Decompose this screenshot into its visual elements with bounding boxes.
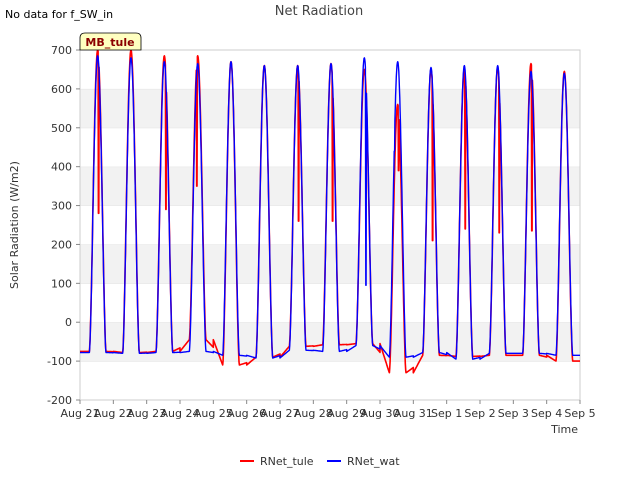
x-tick-label: Sep 2 xyxy=(464,407,495,420)
x-tick-label: Aug 29 xyxy=(327,407,366,420)
legend: RNet_tule RNet_wat xyxy=(240,455,400,468)
y-tick-label: 100 xyxy=(51,277,72,290)
grid-band xyxy=(80,127,580,167)
x-tick-label: Aug 23 xyxy=(127,407,166,420)
grid-band xyxy=(80,361,580,400)
x-tick-label: Aug 24 xyxy=(161,407,200,420)
y-tick-label: 200 xyxy=(51,238,72,251)
x-tick-label: Sep 1 xyxy=(431,407,462,420)
grid-band xyxy=(80,166,580,206)
series-lines xyxy=(79,49,581,374)
plot-frame xyxy=(79,49,581,401)
y-tick-label: 700 xyxy=(51,44,72,57)
x-tick-label: Sep 5 xyxy=(564,407,595,420)
x-tick-label: Aug 31 xyxy=(394,407,433,420)
x-tick-label: Aug 21 xyxy=(61,407,100,420)
site-label: MB_tule xyxy=(85,36,134,49)
series-line-rnet-wat xyxy=(79,55,581,360)
y-axis-label: Solar Radiation (W/m2) xyxy=(8,161,21,289)
chart-title: Net Radiation xyxy=(275,4,363,19)
x-tick-label: Aug 25 xyxy=(194,407,233,420)
grid-band xyxy=(80,322,580,362)
grid-band xyxy=(80,283,580,323)
grid-band xyxy=(80,88,580,128)
x-tick-label: Aug 28 xyxy=(294,407,333,420)
x-tick-label: Sep 3 xyxy=(498,407,529,420)
y-tick-label: 400 xyxy=(51,161,72,174)
no-data-note: No data for f_SW_in xyxy=(5,8,113,21)
y-tick-label: 0 xyxy=(65,316,72,329)
x-axis-label: Time xyxy=(550,423,578,436)
plot-bands xyxy=(80,49,580,400)
y-tick-label: 500 xyxy=(51,122,72,135)
y-tick-label: 600 xyxy=(51,83,72,96)
x-tick-label: Aug 22 xyxy=(94,407,133,420)
grid-band xyxy=(80,205,580,245)
x-tick-label: Aug 30 xyxy=(361,407,400,420)
site-label-box: MB_tule xyxy=(79,32,142,51)
x-tick-label: Aug 27 xyxy=(261,407,300,420)
y-tick-label: 300 xyxy=(51,200,72,213)
x-tick-label: Sep 4 xyxy=(531,407,562,420)
y-tick-label: -200 xyxy=(47,394,72,407)
y-tick-label: -100 xyxy=(47,355,72,368)
grid-band xyxy=(80,244,580,284)
x-tick-label: Aug 26 xyxy=(227,407,266,420)
legend-label-rnet-wat: RNet_wat xyxy=(347,455,400,468)
legend-label-rnet-tule: RNet_tule xyxy=(260,455,314,468)
y-ticks: -200 -100 0 100 200 300 400 500 600 700 xyxy=(47,44,80,407)
